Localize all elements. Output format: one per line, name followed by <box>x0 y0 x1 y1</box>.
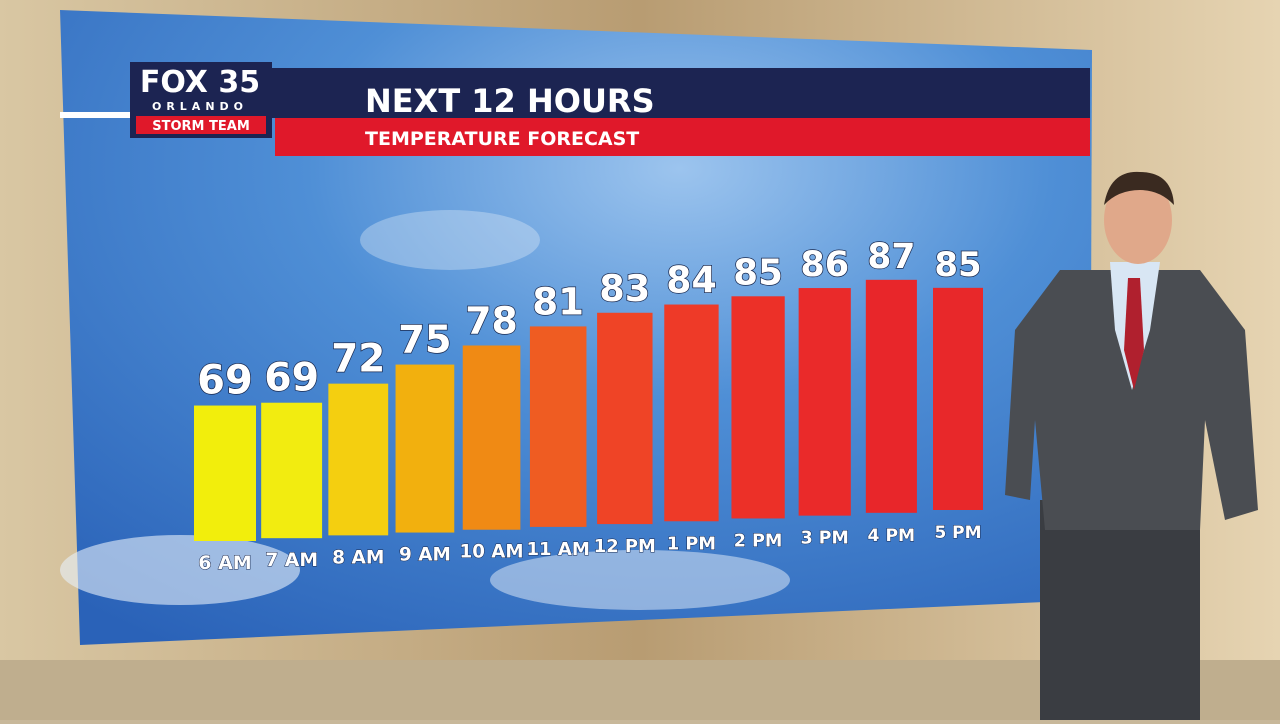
x-tick-label: 9 AM <box>399 545 451 566</box>
bar <box>798 288 851 516</box>
bar <box>194 405 256 541</box>
bar-chart: 69 6 AM 69 7 AM 72 8 AM 75 9 AM 78 10 AM 81 11 AM 83… <box>194 236 983 575</box>
bar <box>261 402 323 539</box>
bar <box>933 287 983 510</box>
bar <box>731 296 785 519</box>
value-label: 87 <box>867 237 915 277</box>
presenter-jacket <box>1005 270 1258 530</box>
logo-team: STORM TEAM <box>152 119 250 134</box>
presenter <box>1005 171 1258 720</box>
x-tick-label: 4 PM <box>868 526 916 546</box>
bar <box>328 383 389 536</box>
x-tick-label: 12 PM <box>594 536 656 557</box>
bar <box>529 326 587 527</box>
presenter-tie <box>1124 278 1144 390</box>
bar <box>865 279 917 513</box>
x-tick-label: 8 AM <box>332 547 384 568</box>
bar <box>395 364 455 533</box>
value-label: 85 <box>733 252 783 293</box>
bar <box>462 345 521 530</box>
logo-city: ORLANDO <box>152 100 248 113</box>
x-tick-label: 1 PM <box>667 534 716 554</box>
cloud <box>60 535 300 605</box>
presenter-hair <box>1104 171 1174 205</box>
presenter-head <box>1104 176 1172 264</box>
x-tick-label: 7 AM <box>265 550 318 571</box>
logo-brand: FOX 35 <box>140 65 260 100</box>
value-label: 72 <box>331 337 385 382</box>
x-tick-label: 6 AM <box>198 552 251 574</box>
bar <box>597 312 653 525</box>
value-label: 86 <box>800 244 849 285</box>
value-label: 84 <box>666 259 716 302</box>
value-label: 69 <box>264 355 319 401</box>
x-tick-label: 11 AM <box>526 539 589 560</box>
value-label: 75 <box>398 318 451 363</box>
x-tick-label: 5 PM <box>934 523 981 543</box>
chart-subtitle: TEMPERATURE FORECAST <box>365 128 639 150</box>
header-line <box>60 112 132 118</box>
value-label: 85 <box>934 245 981 285</box>
header-bar <box>130 68 1090 118</box>
x-tick-label: 2 PM <box>734 531 783 551</box>
chart-title: NEXT 12 HOURS <box>365 82 655 120</box>
value-label: 78 <box>465 298 518 342</box>
x-tick-label: 3 PM <box>801 529 849 549</box>
cloud <box>360 210 540 270</box>
value-label: 83 <box>599 267 650 310</box>
cloud <box>490 550 790 610</box>
x-tick-label: 10 AM <box>459 542 523 563</box>
logo-team-bg <box>136 116 266 134</box>
value-label: 69 <box>197 358 253 404</box>
bar <box>664 304 719 522</box>
value-label: 81 <box>532 279 584 323</box>
presenter-legs <box>1040 500 1200 720</box>
subheader-bar <box>275 118 1090 156</box>
